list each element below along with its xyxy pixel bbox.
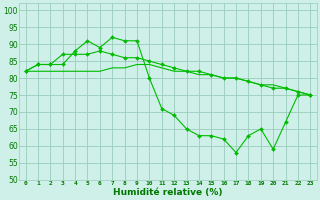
X-axis label: Humidité relative (%): Humidité relative (%)	[113, 188, 223, 197]
